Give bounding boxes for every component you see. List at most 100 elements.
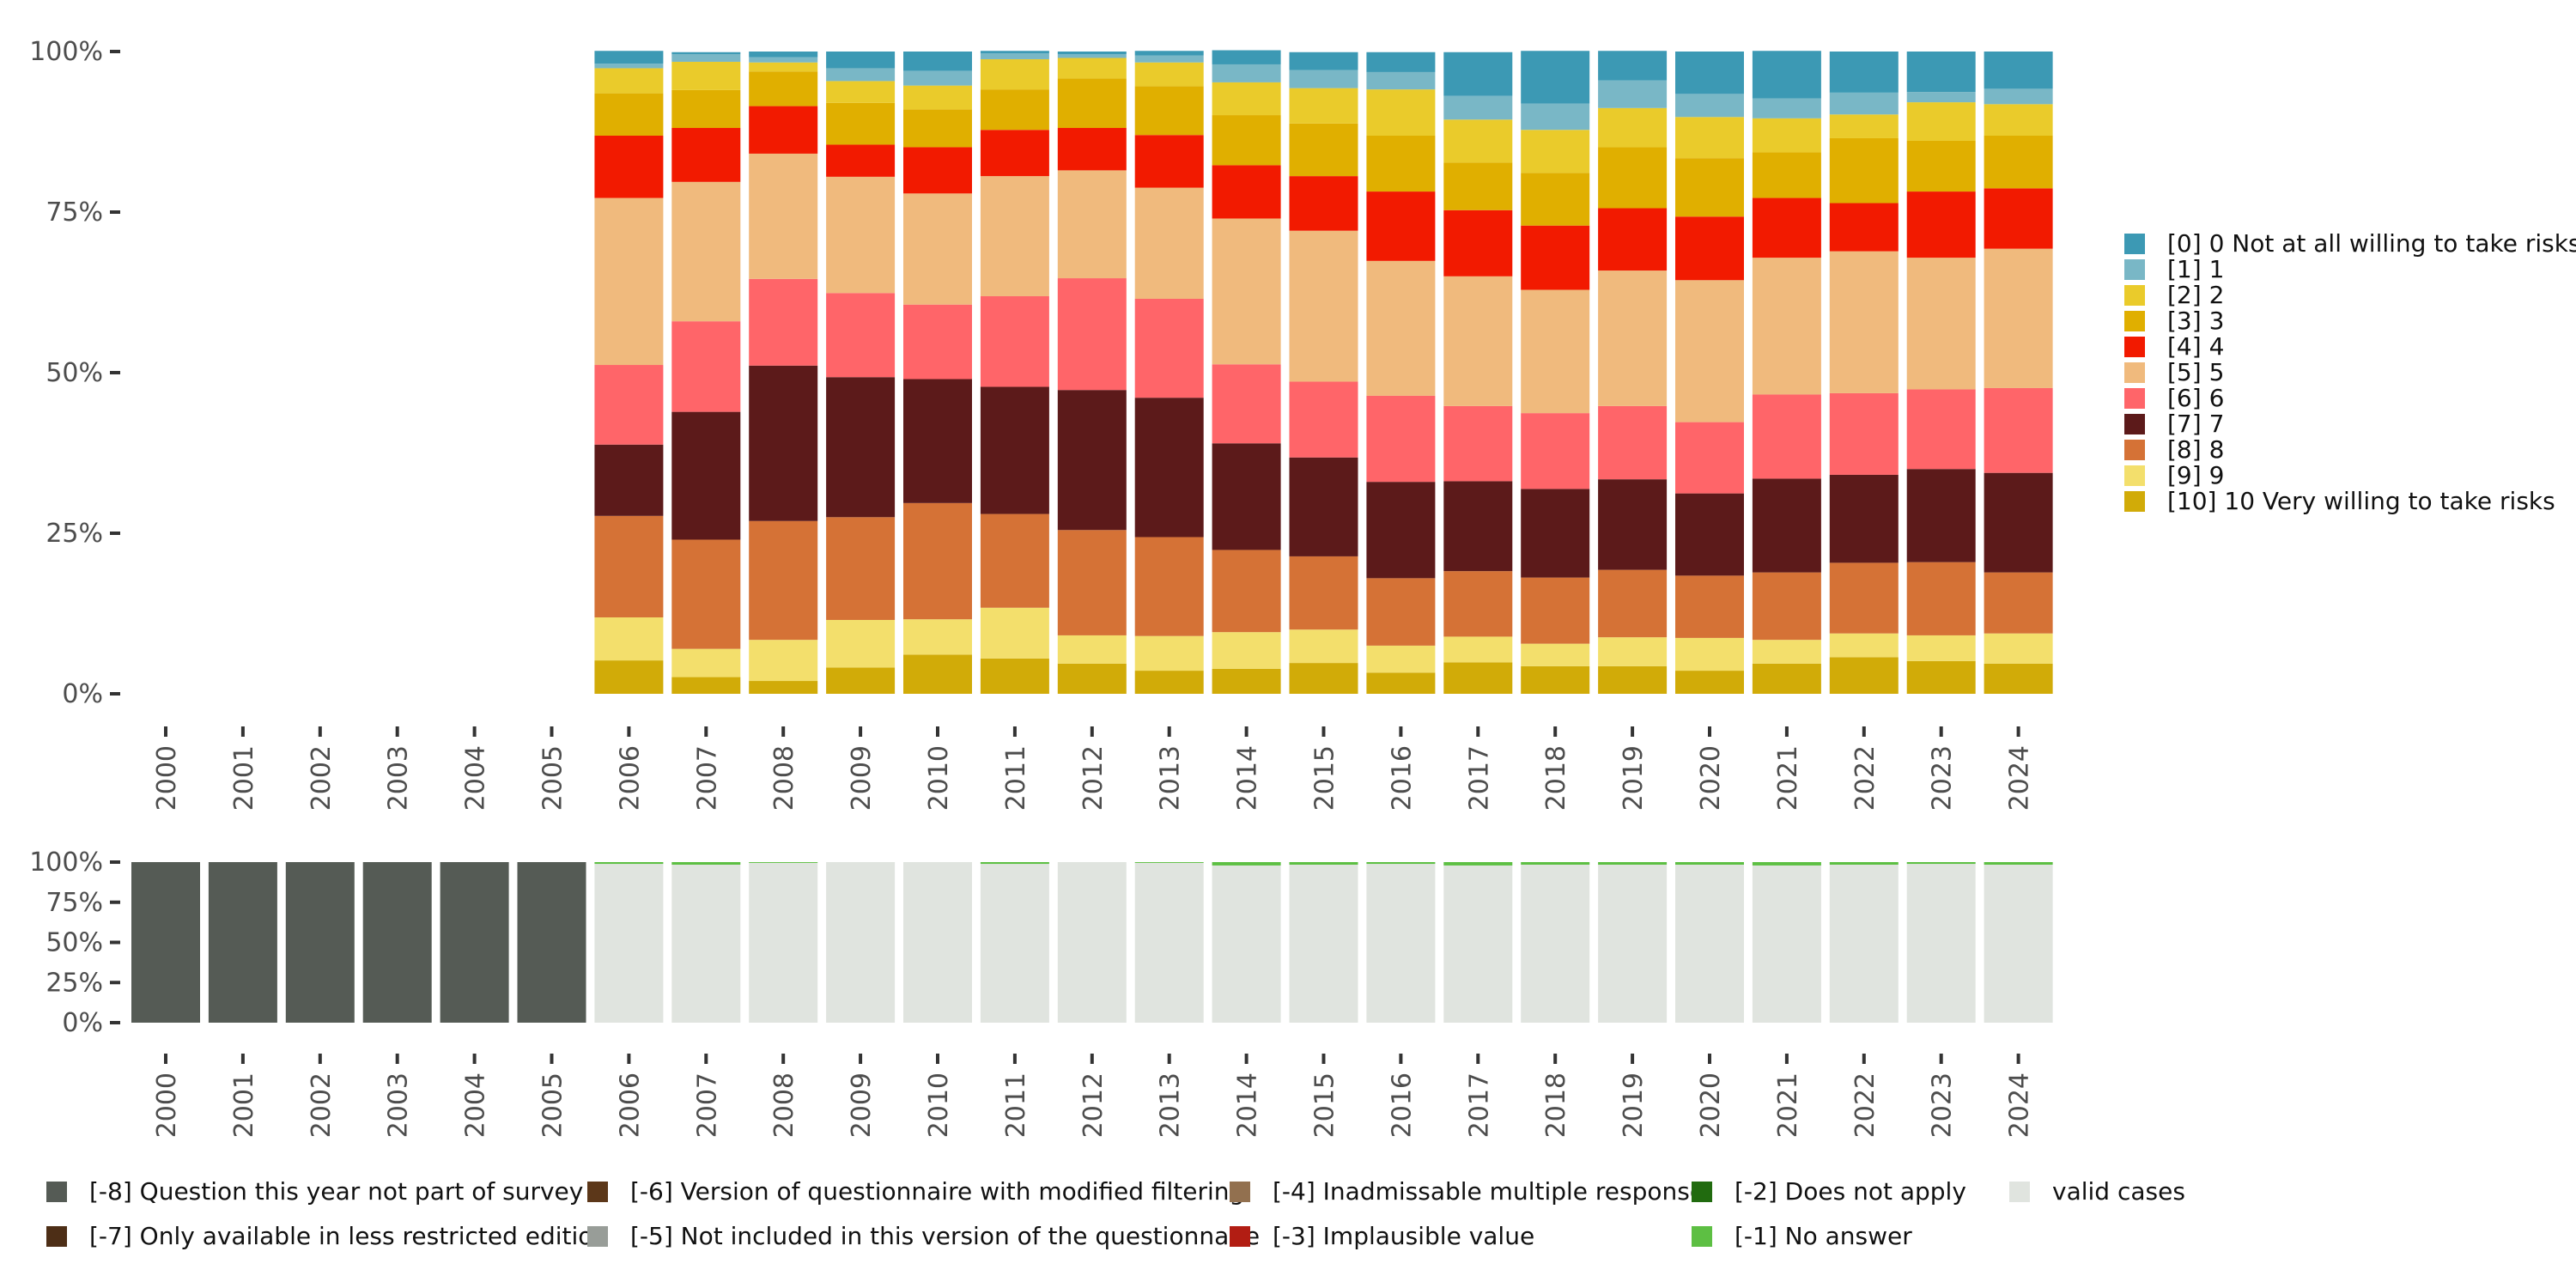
- bar-segment: [594, 660, 664, 694]
- bar-segment: [749, 365, 818, 521]
- bar-segment: [980, 295, 1049, 387]
- bar-segment: [1829, 633, 1899, 658]
- bar-segment: [1212, 632, 1281, 669]
- bar-segment: [749, 640, 818, 682]
- bar-segment: [1984, 633, 2053, 664]
- bar-segment: [826, 517, 896, 620]
- bar-segment: [903, 379, 972, 503]
- bar-segment: [1675, 422, 1744, 494]
- bar-segment: [1906, 862, 1976, 865]
- bar-segment: [1906, 52, 1976, 93]
- bar-segment: [980, 607, 1049, 659]
- bar-segment: [1906, 92, 1976, 103]
- legend-swatch: [1692, 1226, 1712, 1247]
- bar-segment: [1057, 530, 1127, 635]
- x-tick-label: 2005: [538, 1072, 568, 1138]
- bar-segment: [1134, 398, 1204, 538]
- bar-segment: [1598, 864, 1668, 1023]
- bar-segment: [1521, 413, 1590, 489]
- bar-segment: [826, 619, 896, 668]
- legend-swatch: [2124, 285, 2145, 306]
- bar-segment: [1134, 51, 1204, 56]
- legend-swatch: [587, 1226, 608, 1247]
- bar-segment: [594, 617, 664, 661]
- bar-segment: [594, 68, 664, 94]
- top-chart-panel: 0% 25% 50% 75% 100% 2000 2001 2002 2003 2004 2005 2…: [29, 37, 2053, 811]
- bar-segment: [1057, 862, 1127, 1023]
- bar-segment: [1212, 364, 1281, 444]
- x-tick-label: 2022: [1850, 745, 1880, 811]
- x-tick-label: 2023: [1928, 745, 1958, 811]
- bar-segment: [1984, 572, 2053, 634]
- x-tick-label: 2011: [1001, 745, 1031, 811]
- bar-segment: [1366, 862, 1436, 865]
- bar-segment: [1521, 643, 1590, 666]
- bottom-chart-panel: 0% 25% 50% 75% 100% 2000 2001 2002 2003 2004 2005 2…: [29, 848, 2053, 1138]
- x-tick-label: 2006: [615, 1072, 645, 1138]
- legend-label: [0] 0 Not at all willing to take risks: [2167, 229, 2576, 258]
- x-tick-label: 2001: [229, 745, 259, 811]
- bar-segment: [1829, 137, 1899, 204]
- bar-segment: [1752, 572, 1821, 641]
- bar-segment: [1366, 578, 1436, 646]
- bar-segment: [1752, 98, 1821, 118]
- bar-segment: [1984, 52, 2053, 89]
- legend-label: [5] 5: [2167, 358, 2224, 386]
- y-tick-label: 25%: [46, 519, 103, 549]
- legend-swatch: [2009, 1182, 2030, 1202]
- x-tick-label: 2009: [847, 1072, 877, 1138]
- bar-segment: [1443, 276, 1513, 406]
- bar-segment: [1366, 52, 1436, 72]
- bar-segment: [1212, 64, 1281, 82]
- bar-segment: [903, 193, 972, 305]
- bar-segment: [1752, 663, 1821, 694]
- x-tick-label: 2013: [1156, 1072, 1186, 1138]
- bar-segment: [1366, 71, 1436, 90]
- bar-segment: [1366, 864, 1436, 1023]
- bar-segment: [1675, 637, 1744, 671]
- y-tick-label: 75%: [46, 888, 103, 918]
- bar-segment: [1134, 62, 1204, 87]
- legend-swatch: [1230, 1182, 1250, 1202]
- x-tick-label: 2019: [1619, 745, 1649, 811]
- bar-segment: [1829, 392, 1899, 475]
- bar-segment: [980, 862, 1049, 865]
- legend-swatch: [2124, 465, 2145, 486]
- bar-segment: [1212, 218, 1281, 365]
- bar-segment: [362, 862, 432, 1023]
- bar-segment: [1057, 52, 1127, 54]
- legend-swatch: [1230, 1226, 1250, 1247]
- bar-segment: [1598, 208, 1668, 271]
- bar-segment: [1752, 862, 1821, 866]
- bar-segment: [1289, 457, 1358, 556]
- bar-segment: [1057, 635, 1127, 664]
- bar-segment: [826, 293, 896, 378]
- bar-segment: [1598, 637, 1668, 666]
- y-tick-label: 100%: [29, 37, 103, 67]
- bar-segment: [208, 862, 277, 1023]
- bar-segment: [1443, 481, 1513, 572]
- bar-segment: [1598, 107, 1668, 148]
- legend-label: [1] 1: [2167, 255, 2224, 283]
- x-tick-label: 2007: [692, 745, 722, 811]
- x-tick-label: 2012: [1078, 1072, 1109, 1138]
- bar-segment: [1752, 478, 1821, 573]
- legend-swatch: [1692, 1182, 1712, 1202]
- bar-segment: [1057, 170, 1127, 279]
- bar-segment: [1984, 104, 2053, 136]
- bar-segment: [826, 377, 896, 518]
- bar-segment: [749, 52, 818, 58]
- legend-swatch: [2124, 414, 2145, 434]
- bar-segment: [1829, 52, 1899, 93]
- bar-segment: [749, 862, 818, 1023]
- bar-segment: [903, 147, 972, 194]
- x-tick-label: 2004: [461, 1072, 491, 1138]
- bar-segment: [1984, 135, 2053, 189]
- legend-label: [-6] Version of questionnaire with modif…: [630, 1177, 1244, 1206]
- bar-segment: [1984, 862, 2053, 865]
- bar-segment: [1134, 862, 1204, 1023]
- legend-swatch: [46, 1226, 67, 1247]
- legend-swatch: [2124, 311, 2145, 331]
- x-tick-label: 2021: [1773, 745, 1803, 811]
- bar-segment: [671, 321, 741, 412]
